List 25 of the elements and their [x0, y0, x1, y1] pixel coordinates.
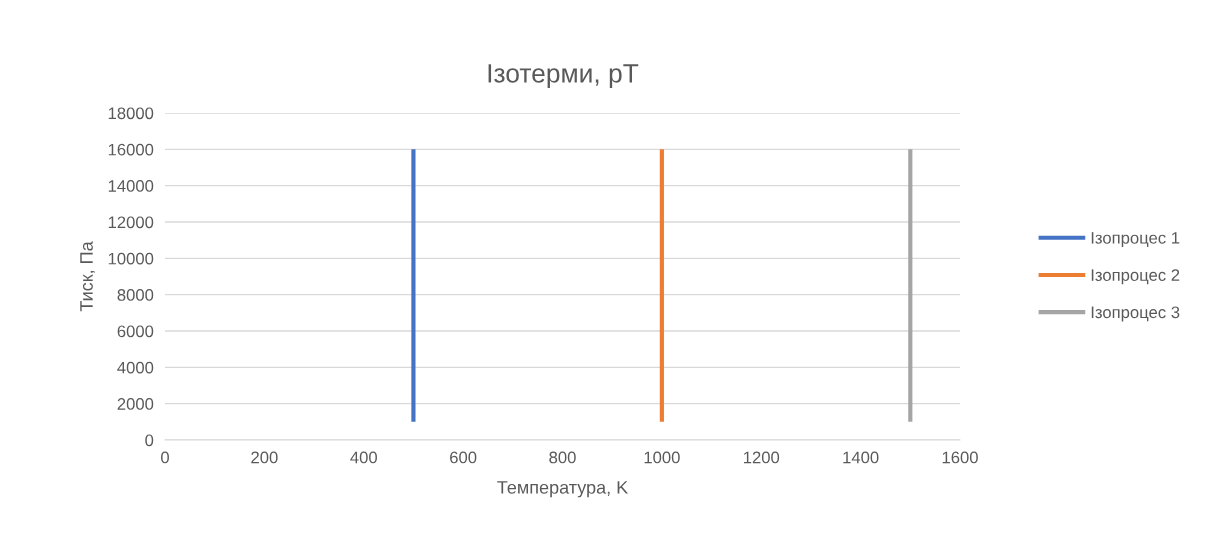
- y-tick-label: 2000: [117, 398, 154, 410]
- y-tick-label: 12000: [108, 216, 154, 229]
- x-tick-label: 1400: [843, 451, 879, 464]
- y-tick-label: 8000: [117, 289, 154, 301]
- y-tick-label: 10000: [108, 252, 154, 265]
- y-tick-label: 4000: [117, 361, 154, 374]
- x-tick-label: 200: [251, 451, 278, 464]
- y-tick-label: 6000: [117, 325, 154, 338]
- y-tick-label: 14000: [108, 180, 154, 192]
- legend-label: Ізопроцес 3: [1091, 306, 1180, 322]
- y-tick-label: 18000: [108, 107, 154, 120]
- x-tick-label: 1000: [644, 451, 680, 464]
- chart-title: Ізотерми, pT: [488, 64, 639, 88]
- x-tick-label: 600: [450, 451, 477, 464]
- x-tick-label: 400: [350, 451, 377, 464]
- legend-label: Ізопроцес 1: [1091, 232, 1180, 248]
- x-tick-label: 0: [161, 451, 169, 464]
- legend-label: Ізопроцес 2: [1091, 269, 1180, 285]
- y-axis-title: Тиск, Па: [80, 241, 95, 312]
- x-axis-title: Температура, K: [497, 481, 629, 498]
- x-tick-label: 1600: [942, 451, 978, 464]
- x-tick-label: 1200: [743, 451, 780, 464]
- x-tick-label: 800: [549, 451, 576, 464]
- y-tick-label: 0: [145, 434, 154, 447]
- y-tick-label: 16000: [108, 143, 154, 156]
